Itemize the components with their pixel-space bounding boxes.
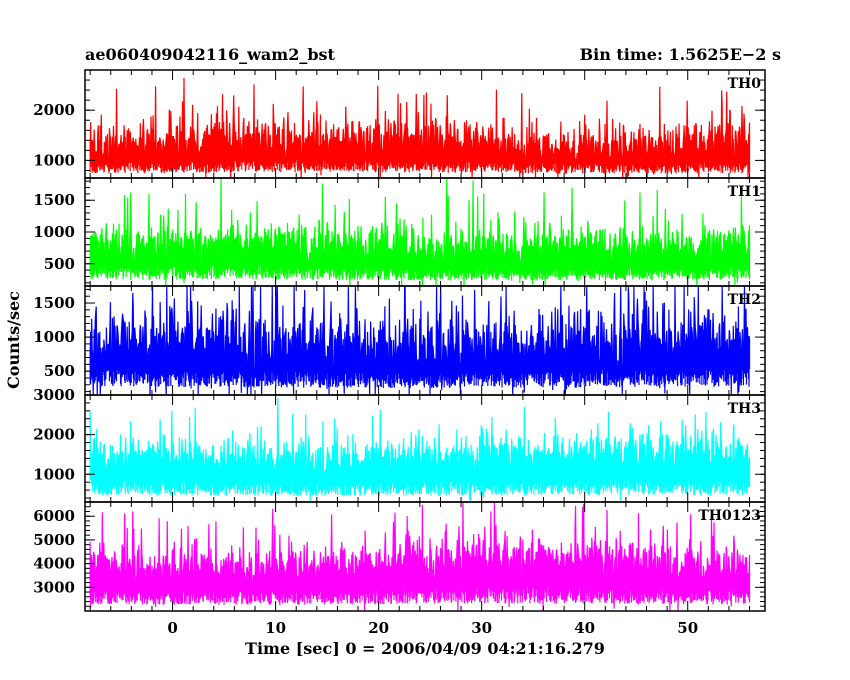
y-tick-label: 3000 (33, 578, 75, 596)
panel-label-th0: TH0 (728, 76, 762, 92)
series-th3 (89, 397, 751, 502)
y-tick-label: 1000 (33, 328, 75, 346)
series-th0123 (89, 502, 751, 611)
y-tick-label: 4000 (33, 555, 75, 573)
y-tick-label: 500 (44, 362, 75, 380)
series-th0 (89, 77, 751, 178)
bin-time-label: Bin time: 1.5625E−2 s (580, 45, 781, 64)
x-tick-label: 20 (368, 619, 389, 637)
y-tick-label: 1500 (33, 294, 75, 312)
series-th1 (89, 178, 751, 286)
x-tick-label: 10 (265, 619, 286, 637)
y-tick-label: 1000 (33, 151, 75, 169)
y-tick-label: 2000 (33, 101, 75, 119)
y-tick-label: 500 (44, 255, 75, 273)
y-tick-label: 6000 (33, 507, 75, 525)
panel-label-th2: TH2 (728, 292, 761, 308)
x-axis-label: Time [sec] 0 = 2006/04/09 04:21:16.279 (245, 639, 605, 658)
y-tick-label: 1500 (33, 191, 75, 209)
x-tick-label: 50 (677, 619, 698, 637)
panel-label-th3: TH3 (728, 401, 761, 417)
x-tick-label: 40 (574, 619, 595, 637)
panel-frame-th0123 (84, 501, 766, 612)
y-tick-label: 2000 (33, 426, 75, 444)
y-tick-label: 1000 (33, 223, 75, 241)
series-th2 (89, 286, 751, 395)
panel-label-th0123: TH0123 (698, 508, 761, 524)
x-tick-label: 30 (471, 619, 492, 637)
y-tick-label: 5000 (33, 531, 75, 549)
y-tick-label: 3000 (33, 386, 75, 404)
chart-title: ae060409042116_wam2_bst (85, 45, 336, 64)
x-tick-label: 0 (167, 619, 177, 637)
y-tick-label: 1000 (33, 465, 75, 483)
y-axis-label: Counts/sec (4, 291, 23, 389)
panel-label-th1: TH1 (728, 184, 761, 200)
